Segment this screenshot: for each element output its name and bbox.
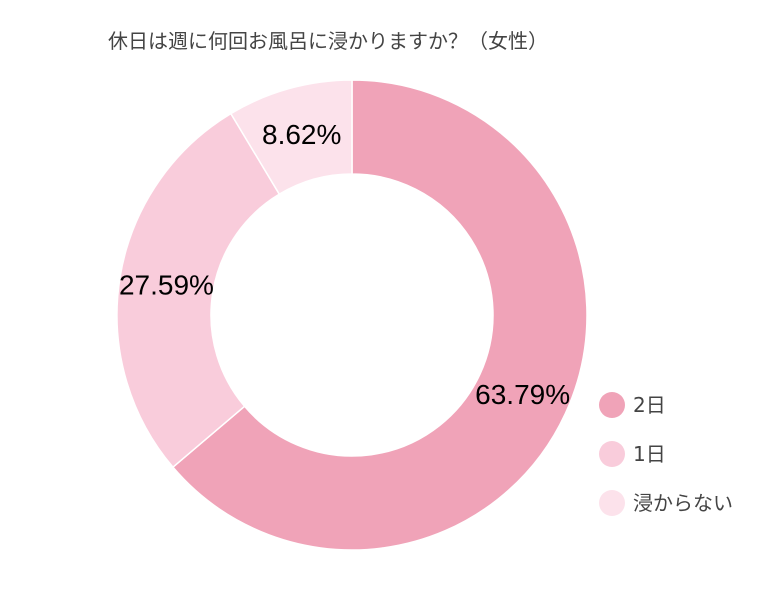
donut-slices xyxy=(116,79,588,551)
legend-swatch xyxy=(599,490,625,516)
legend-label: 2日 xyxy=(633,393,666,417)
legend-swatch xyxy=(599,441,625,467)
donut-slice xyxy=(116,112,281,469)
slice-value-label: 27.59% xyxy=(119,270,214,301)
slice-value-label: 8.62% xyxy=(262,119,341,150)
slice-value-label: 63.79% xyxy=(475,379,570,410)
legend-label: 浸からない xyxy=(633,491,733,515)
slice-labels: 63.79% 27.59% 8.62% xyxy=(119,119,570,410)
donut-slice xyxy=(229,79,353,196)
legend-label: 1日 xyxy=(633,442,666,466)
donut-slice xyxy=(171,79,588,551)
legend-swatch xyxy=(599,392,625,418)
chart-title: 休日は週に何回お風呂に浸かりますか？（女性） xyxy=(108,29,548,53)
